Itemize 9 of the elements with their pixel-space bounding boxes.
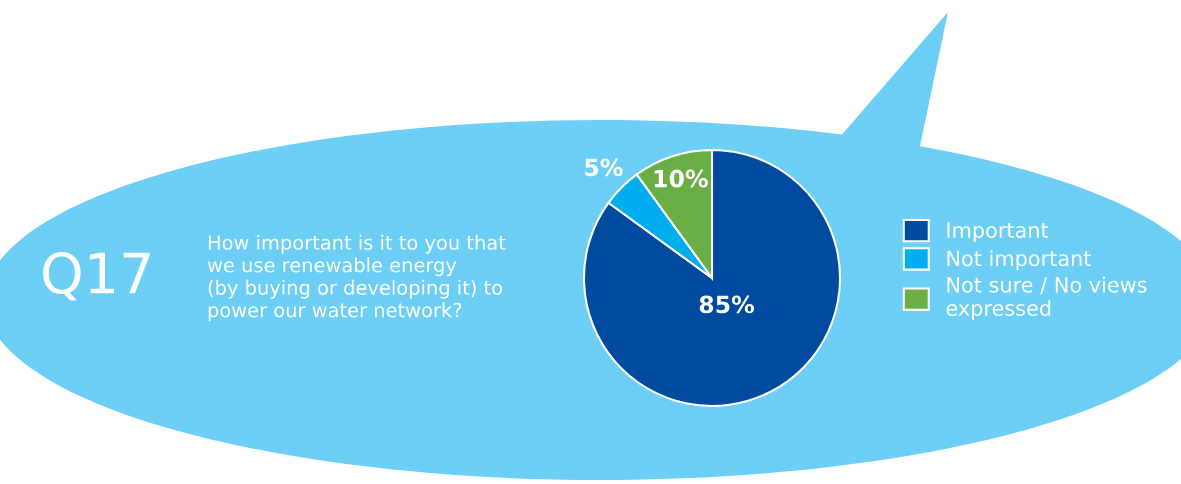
legend-label: Not sure / No views expressed xyxy=(946,276,1147,321)
legend-label: Important xyxy=(947,222,1049,242)
text: How important is it to you that we use renewable energy (by buying or developing it) to power our water network? xyxy=(207,234,506,322)
data-label: 5% xyxy=(585,158,623,177)
pie-slice xyxy=(582,148,842,408)
data-label: 85% xyxy=(699,295,755,314)
text: Q17 xyxy=(43,252,150,301)
legend-label: Not important xyxy=(947,250,1091,271)
data-label: 10% xyxy=(654,169,708,188)
